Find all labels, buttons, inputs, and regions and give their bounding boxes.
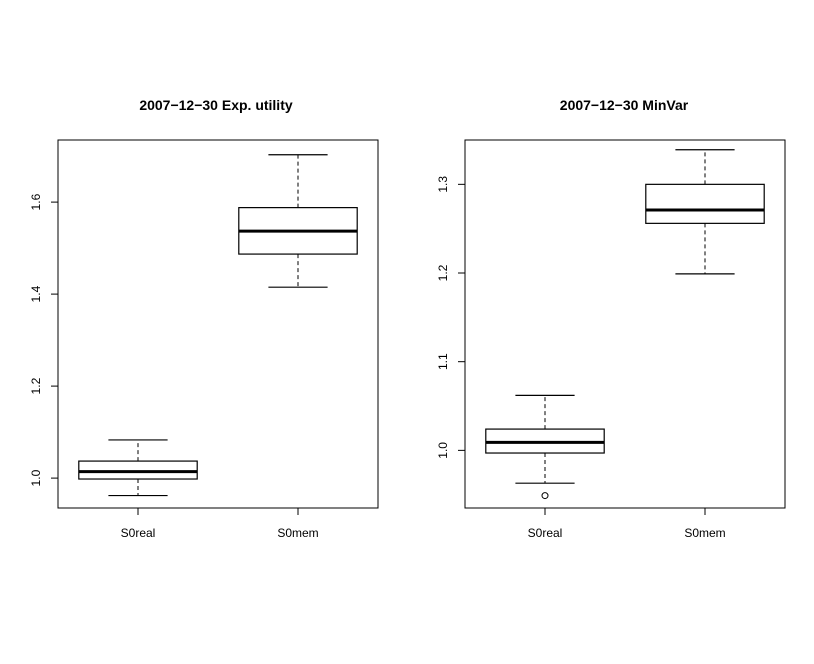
y-tick-label: 1.6 xyxy=(29,193,43,210)
chart-title: 2007−12−30 Exp. utility xyxy=(139,97,293,113)
plot-frame xyxy=(464,139,786,509)
x-tick-label: S0mem xyxy=(684,526,725,540)
y-tick-label: 1.2 xyxy=(436,264,450,281)
outlier-point xyxy=(541,492,549,500)
box-s0real xyxy=(485,394,605,500)
box-s0mem xyxy=(645,149,765,275)
iqr-box xyxy=(78,460,198,480)
y-tick-label: 1.1 xyxy=(436,353,450,370)
chart-title: 2007−12−30 MinVar xyxy=(560,97,689,113)
iqr-box xyxy=(645,183,765,224)
box-s0real xyxy=(78,439,198,497)
plot-frame xyxy=(57,139,379,509)
y-tick-label: 1.2 xyxy=(29,377,43,394)
x-tick-label: S0real xyxy=(121,526,156,540)
y-tick-label: 1.4 xyxy=(29,285,43,302)
panel-minvar: 2007−12−30 MinVar 1.0 1.1 1.2 1.3 S0real S0me… xyxy=(436,97,786,540)
y-tick-label: 1.0 xyxy=(436,442,450,459)
box-s0mem xyxy=(238,154,358,288)
y-tick-label: 1.0 xyxy=(29,469,43,486)
x-tick-label: S0real xyxy=(528,526,563,540)
panel-exp-utility: 2007−12−30 Exp. utility 1.0 1.2 1.4 1.6 S0re… xyxy=(29,97,379,540)
x-tick-label: S0mem xyxy=(277,526,318,540)
y-tick-label: 1.3 xyxy=(436,176,450,193)
